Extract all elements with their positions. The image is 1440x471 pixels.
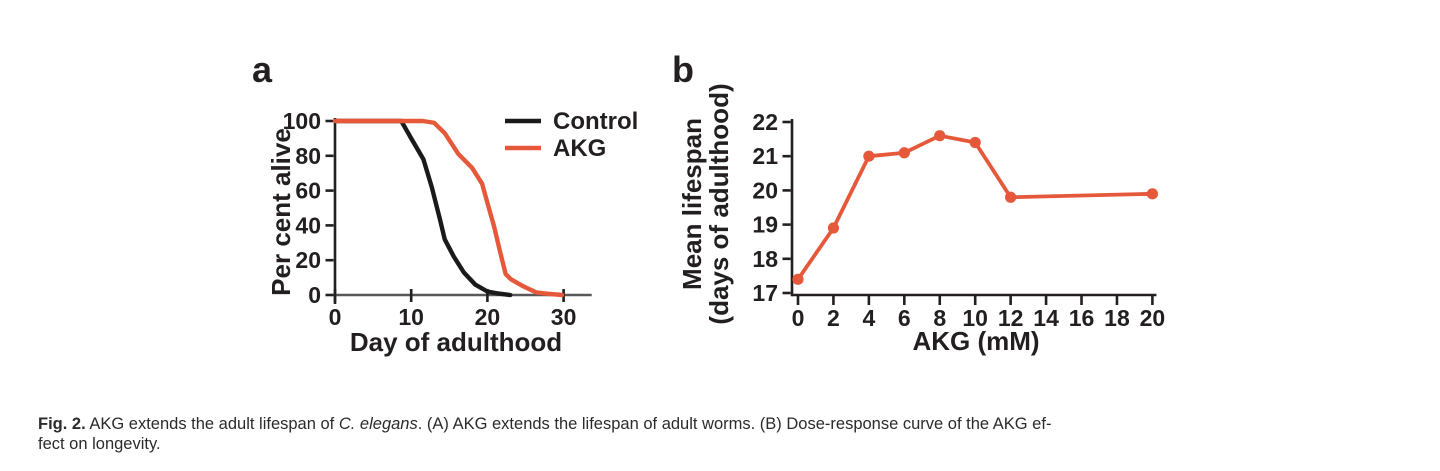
survival-chart-series <box>332 118 565 298</box>
survival-x-axis-label: Day of adulthood <box>350 327 562 357</box>
x-tick-label: 20 <box>475 304 501 330</box>
dose-y-axis-label-line2: (days of adulthood) <box>704 83 734 324</box>
series-line-control <box>332 118 513 298</box>
y-tick-label: 20 <box>752 177 778 203</box>
data-point <box>1005 191 1017 203</box>
survival-chart-axes: 0 20 40 60 80 100 0 10 20 30 <box>283 108 592 330</box>
dose-y-axis-label-line1: Mean lifespan <box>677 118 707 290</box>
data-point <box>792 273 804 285</box>
x-tick-label: 20 <box>1140 305 1166 331</box>
dose-response-axes: 17 18 19 20 21 22 0 2 4 6 8 10 12 14 16 18 20 <box>752 109 1165 331</box>
x-tick-label: 12 <box>998 305 1024 331</box>
caption-text-3: fect on longevity. <box>38 434 161 453</box>
data-point <box>898 147 910 159</box>
x-tick-label: 14 <box>1033 305 1059 331</box>
y-tick-label: 100 <box>283 108 321 134</box>
data-point <box>969 136 981 149</box>
legend-label-akg: AKG <box>553 135 606 162</box>
legend-label-control: Control <box>553 108 638 135</box>
survival-y-axis-label: Per cent alive <box>266 128 296 296</box>
series-line-akg <box>332 118 565 298</box>
data-point <box>934 130 946 142</box>
x-tick-label: 18 <box>1104 305 1130 331</box>
y-tick-label: 18 <box>752 246 778 272</box>
x-tick-label: 0 <box>329 304 342 330</box>
panel-a-letter: a <box>252 49 273 90</box>
data-point <box>827 222 840 234</box>
caption-species-italic: C. elegans <box>338 414 418 433</box>
dose-response-series <box>792 130 1158 285</box>
y-tick-label: 80 <box>295 143 321 169</box>
y-tick-label: 60 <box>295 178 321 204</box>
x-tick-label: 10 <box>962 305 988 331</box>
y-tick-label: 40 <box>295 212 321 238</box>
y-tick-label: 22 <box>752 109 778 135</box>
x-tick-label: 8 <box>933 305 946 331</box>
y-tick-label: 20 <box>295 247 321 273</box>
panel-b-letter: b <box>672 49 694 90</box>
y-tick-label: 21 <box>752 143 778 169</box>
x-tick-label: 16 <box>1069 305 1095 331</box>
x-tick-label: 0 <box>792 305 805 331</box>
caption-text-2: . (A) AKG extends the lifespan of adult … <box>417 414 1052 433</box>
caption-fig-label: Fig. 2. <box>38 414 86 433</box>
x-tick-label: 30 <box>551 304 577 330</box>
caption-text-1: AKG extends the adult lifespan of <box>85 414 339 433</box>
x-tick-label: 6 <box>898 305 911 331</box>
dose-response-chart: 17 18 19 20 21 22 0 2 4 6 8 10 12 14 16 18 20 AKG (mM) M… <box>677 83 1165 356</box>
data-point <box>1146 188 1158 200</box>
y-tick-label: 17 <box>752 280 778 306</box>
x-tick-label: 10 <box>398 304 424 330</box>
x-tick-label: 4 <box>862 305 875 331</box>
y-tick-label: 19 <box>752 212 778 238</box>
dose-x-axis-label: AKG (mM) <box>912 326 1039 356</box>
y-tick-label: 0 <box>308 282 321 308</box>
figure-caption: Fig. 2. AKG extends the adult lifespan o… <box>38 414 1410 454</box>
series-line-akg <box>796 133 1153 281</box>
data-point <box>863 150 875 162</box>
x-tick-label: 2 <box>827 305 840 331</box>
